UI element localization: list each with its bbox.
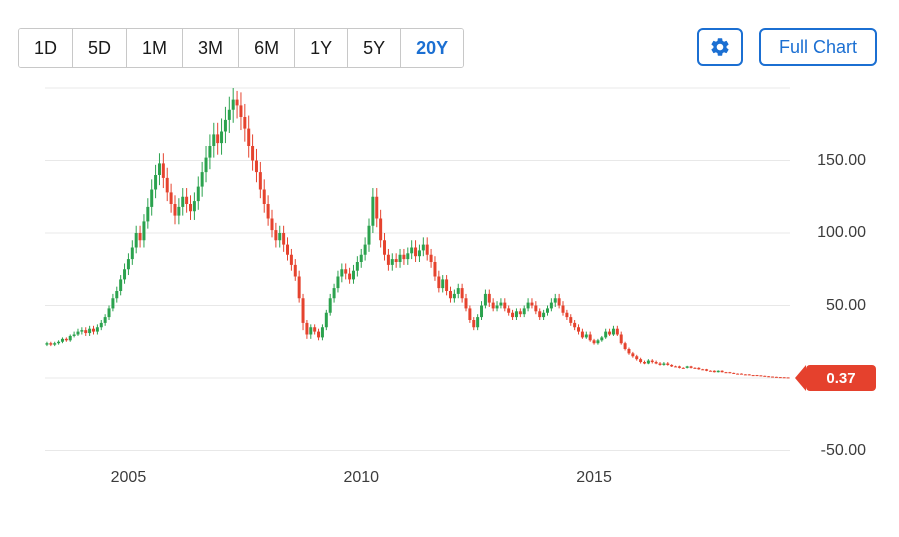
x-tick-label: 2010: [343, 469, 380, 486]
range-button-1y[interactable]: 1Y: [295, 29, 349, 67]
x-tick-label: 2005: [110, 469, 147, 486]
x-tick-label: 2015: [576, 469, 612, 486]
range-button-3m[interactable]: 3M: [183, 29, 240, 67]
y-tick-label: 50.00: [825, 296, 866, 314]
range-toolbar: 1D 5D 1M 3M 6M 1Y 5Y 20Y: [18, 28, 465, 68]
price-chart[interactable]: [45, 80, 790, 460]
last-price: 0.37: [826, 369, 856, 387]
candles: [45, 88, 790, 379]
full-chart-button[interactable]: Full Chart: [758, 28, 877, 66]
range-button-6m[interactable]: 6M: [239, 29, 296, 67]
range-button-1d[interactable]: 1D: [19, 29, 74, 67]
range-button-1m[interactable]: 1M: [127, 29, 184, 67]
y-tick-label: -50.00: [820, 441, 866, 459]
gear-icon: [711, 38, 729, 56]
price-badge: 0.37: [806, 365, 876, 391]
y-tick-label: 100.00: [817, 224, 866, 241]
range-button-5d[interactable]: 5D: [73, 29, 128, 67]
range-button-20y[interactable]: 20Y: [401, 29, 464, 67]
y-tick-label: 150.00: [817, 151, 866, 169]
range-button-5y[interactable]: 5Y: [348, 29, 402, 67]
gridlines: [45, 87, 790, 451]
settings-button[interactable]: [697, 28, 743, 66]
